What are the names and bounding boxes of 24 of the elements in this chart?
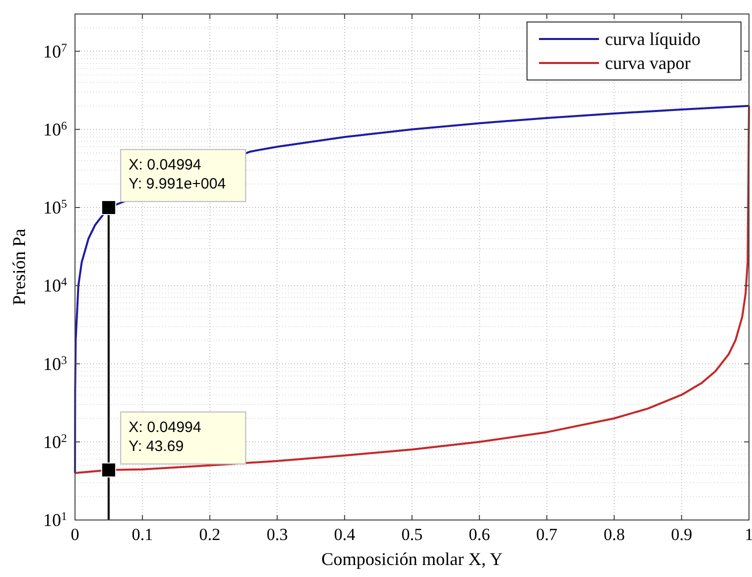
x-axis-title: Composición molar X, Y (321, 549, 503, 569)
y-tick-label: 10$^{7}$ (43, 40, 68, 62)
x-tick-label: 0.2 (199, 525, 220, 544)
x-tick-label: 0.8 (604, 525, 625, 544)
x-tick-label: 0.1 (132, 525, 154, 544)
x-tick-label: 0.6 (468, 525, 490, 544)
x-tick-label: 0.9 (670, 525, 692, 544)
y-tick-label: 10$^{1}$ (43, 510, 68, 530)
annotation: X: 0.04994 Y: 9.991e+004 (128, 156, 226, 193)
x-tick-label: 0.5 (401, 525, 423, 544)
y-axis-title: Presión Pa (9, 228, 29, 306)
y-tick-label: 10$^{3}$ (43, 353, 68, 374)
x-tick-label: 0.7 (536, 525, 558, 544)
x-tick-label: 1 (744, 525, 752, 544)
y-tick-label: 10$^{2}$ (43, 431, 68, 452)
y-tick-label: 10$^{5}$ (43, 197, 68, 218)
x-tick-label: 0.3 (266, 525, 288, 544)
x-tick-label: 0 (70, 525, 80, 544)
y-tick-label: 10$^{4}$ (43, 275, 68, 296)
x-tick-label: 0.4 (334, 525, 356, 544)
annotation: X: 0.04994 Y: 43.69 (128, 418, 202, 455)
legend-label: curva vapor (605, 53, 690, 73)
y-tick-label: 10$^{6}$ (43, 118, 68, 140)
legend-label: curva líquido (605, 29, 700, 49)
